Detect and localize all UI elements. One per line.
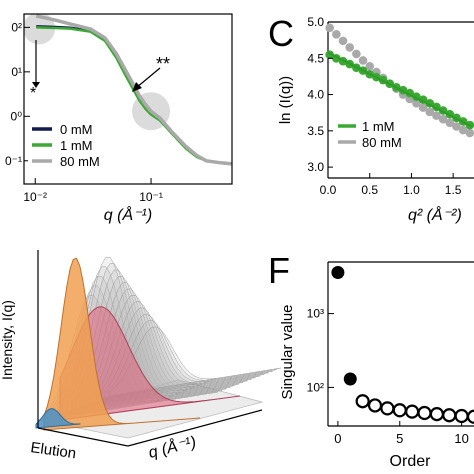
highlight-circle-low-q (24, 14, 56, 45)
singular-value-open (466, 409, 474, 424)
guinier-panel: 0.0 0.5 1.0 1.5 3.0 3.5 4.0 4.5 5.0 ln (I(q)) q² (… (277, 15, 474, 224)
data-point-80-mm (425, 107, 435, 117)
data-point-80-mm (418, 103, 428, 112)
y-axis-label: Intensity, I(q) (0, 300, 15, 380)
series-line-80-mm (35, 14, 232, 166)
singular-value-open (405, 404, 420, 419)
singular-value-filled (343, 372, 357, 386)
x-tick-label: 0.0 (320, 183, 337, 197)
elution-axis-line (37, 427, 129, 447)
x-tick-label: 10 (454, 431, 468, 446)
y-tick-label: 4.0 (307, 88, 324, 102)
panel-label-c: C (268, 13, 294, 54)
singular-value-open (417, 405, 432, 421)
singular-value-filled (331, 266, 345, 280)
legend-label: 1 mM (362, 119, 395, 134)
y-tick-label: 0¹ (11, 65, 22, 79)
y-tick-label: 10² (307, 380, 324, 394)
legend-label: 80 mM (60, 154, 100, 169)
y-tick-label: 4.5 (307, 51, 324, 65)
data-point-80-mm (465, 128, 474, 138)
annotation-star: * (30, 85, 36, 102)
x-tick-label: 10⁻² (23, 190, 47, 204)
data-point-80-mm (332, 30, 341, 39)
elution-3d-panel: Intensity, I(q) Elution q (Å⁻¹) (0, 250, 282, 462)
annotation-arrowhead (32, 82, 40, 88)
component-blue-area (35, 408, 81, 429)
x-tick-label: 5 (396, 431, 403, 446)
singular-value-open (454, 408, 469, 424)
data-point-80-mm (412, 98, 421, 108)
data-point-80-mm (438, 114, 448, 124)
plot-frame (23, 13, 233, 185)
annotation-double-star: ** (156, 54, 170, 74)
x-tick-label: 0 (334, 431, 341, 446)
annotation-arrow-double-star (135, 67, 161, 89)
x-axis-label: q² (Å⁻²) (408, 205, 462, 224)
singular-value-open (355, 394, 370, 409)
data-point-80-mm (338, 36, 348, 46)
y-tick-label: 5.0 (307, 15, 324, 29)
singular-value-open (380, 401, 395, 416)
series-group (35, 14, 232, 166)
y-axis-label: ln (I(q)) (277, 76, 294, 124)
singular-value-open (367, 398, 383, 413)
panel-label-f: F (268, 250, 290, 291)
data-point-80-mm (432, 111, 441, 120)
y-tick-label: 0⁰ (11, 109, 23, 123)
data-point-1-mm (325, 50, 334, 59)
y-tick-label: 0² (11, 20, 22, 34)
x-tick-label: 10⁻¹ (139, 190, 163, 204)
data-point-80-mm (365, 61, 375, 71)
y-axis-label: Singular value (279, 304, 296, 399)
z-axis-label: Elution (29, 439, 77, 462)
background-trace (108, 326, 282, 397)
x-axis-label: Order (390, 453, 432, 470)
x-axis-label: q (Å⁻¹) (146, 432, 198, 462)
legend-label: 80 mM (362, 135, 402, 150)
x-tick-label: 0.5 (361, 183, 378, 197)
q-axis-line (127, 409, 263, 447)
x-axis-label: q (Å⁻¹) (104, 205, 152, 224)
data-point-80-mm (358, 56, 368, 65)
data-point-80-mm (458, 125, 468, 135)
data-point-80-mm (345, 43, 354, 52)
y-tick-label: 10³ (307, 307, 324, 321)
singular-value-open (442, 408, 457, 423)
data-point-80-mm (452, 122, 461, 131)
singular-value-open (392, 403, 407, 418)
y-tick-label: 0⁻¹ (5, 154, 22, 168)
annotation-arrowhead (132, 82, 142, 92)
singular-value-open (429, 406, 444, 422)
y-tick-label: 3.0 (307, 160, 324, 174)
x-tick-label: 1.5 (445, 183, 462, 197)
component-orange-area (43, 257, 201, 431)
legend-label: 1 mM (60, 138, 93, 153)
svd-panel: 0 5 10 10³ 10² Singular value Order (279, 261, 474, 470)
data-point-80-mm (445, 118, 455, 128)
y-tick-label: 3.5 (307, 124, 324, 138)
fit-line (327, 51, 472, 128)
data-point-80-mm (352, 49, 361, 59)
legend-label: 0 mM (60, 122, 93, 137)
x-tick-label: 1.0 (403, 183, 420, 197)
data-point-80-mm (325, 23, 334, 33)
